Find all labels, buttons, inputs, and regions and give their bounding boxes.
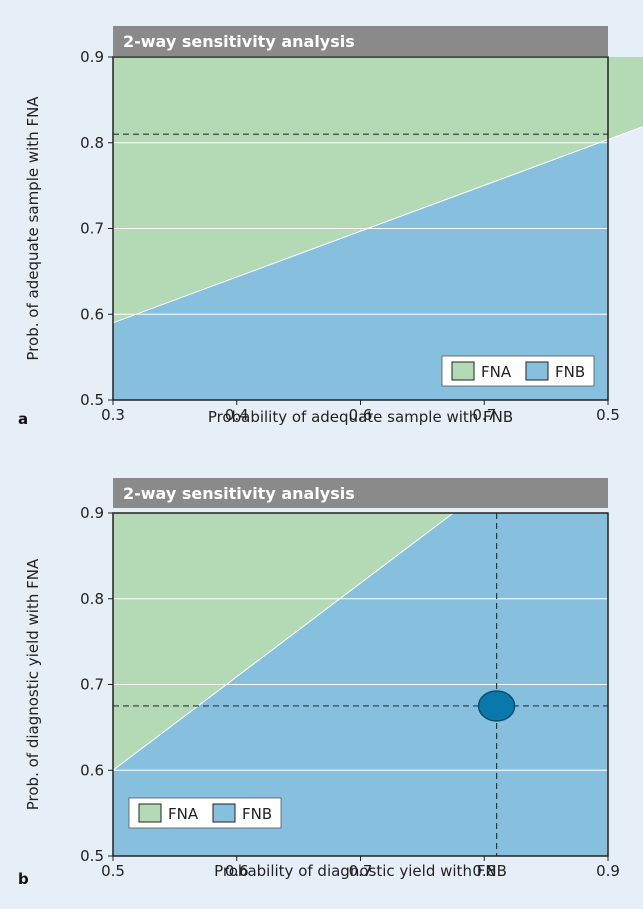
x-axis-label: Probability of adequate sample with FNB: [208, 408, 513, 426]
y-tick-label: 0.6: [80, 305, 104, 323]
legend-swatch-fnb: [212, 803, 236, 823]
y-tick-label: 0.7: [80, 220, 104, 238]
x-tick-label: 0.6: [225, 862, 249, 880]
panel-label: a: [18, 410, 28, 428]
panel-label: b: [18, 870, 29, 888]
threshold-line: [112, 512, 454, 771]
legend-label-fnb: FNB: [242, 805, 272, 823]
legend-swatch-fnb: [525, 361, 549, 381]
legend-swatch-fna: [451, 361, 475, 381]
x-tick-label: 0.5: [596, 406, 620, 424]
legend: FNA FNB: [128, 797, 282, 829]
y-axis-label: Prob. of adequate sample with FNA: [24, 96, 42, 361]
legend-label-fna: FNA: [481, 363, 512, 381]
x-axis-label: Probability of diagnostic yield with FNB: [214, 862, 507, 880]
legend-swatch-fna: [138, 803, 162, 823]
x-tick-label: 0.9: [596, 862, 620, 880]
legend-label-fnb: FNB: [555, 363, 585, 381]
y-tick-label: 0.7: [80, 676, 104, 694]
y-tick-label: 0.5: [80, 847, 104, 865]
y-tick-label: 0.8: [80, 590, 104, 608]
x-tick-label: 0.4: [225, 406, 249, 424]
x-tick-label: 0.5: [101, 862, 125, 880]
x-tick-label: 0.7: [472, 406, 496, 424]
y-tick-label: 0.9: [80, 48, 104, 66]
y-tick-label: 0.8: [80, 134, 104, 152]
chart-title-bar: [113, 26, 608, 56]
base-case-marker: [477, 690, 516, 722]
chart-title: 2-way sensitivity analysis: [123, 484, 355, 503]
chart-title: 2-way sensitivity analysis: [123, 32, 355, 51]
legend-label-fna: FNA: [168, 805, 199, 823]
y-tick-label: 0.5: [80, 391, 104, 409]
threshold-line: [112, 126, 643, 324]
legend: FNA FNB: [441, 355, 595, 387]
y-tick-label: 0.9: [80, 504, 104, 522]
y-tick-label: 0.6: [80, 761, 104, 779]
x-tick-label: 0.3: [101, 406, 125, 424]
chart-panel-b: 2-way sensitivity analysis 0.5 0.6 0.7 0.8 0.…: [18, 478, 620, 888]
y-axis-label: Prob. of diagnostic yield with FNA: [24, 558, 42, 810]
x-tick-label: 0.8: [472, 862, 496, 880]
x-tick-label: 0.6: [349, 406, 373, 424]
x-tick-label: 0.7: [349, 862, 373, 880]
chart-title-bar: [113, 478, 608, 508]
chart-panel-a: 2-way sensitivity analysis 0.3 0.4 0.6 0.7 0.…: [18, 26, 643, 428]
fna-region: [113, 57, 643, 323]
